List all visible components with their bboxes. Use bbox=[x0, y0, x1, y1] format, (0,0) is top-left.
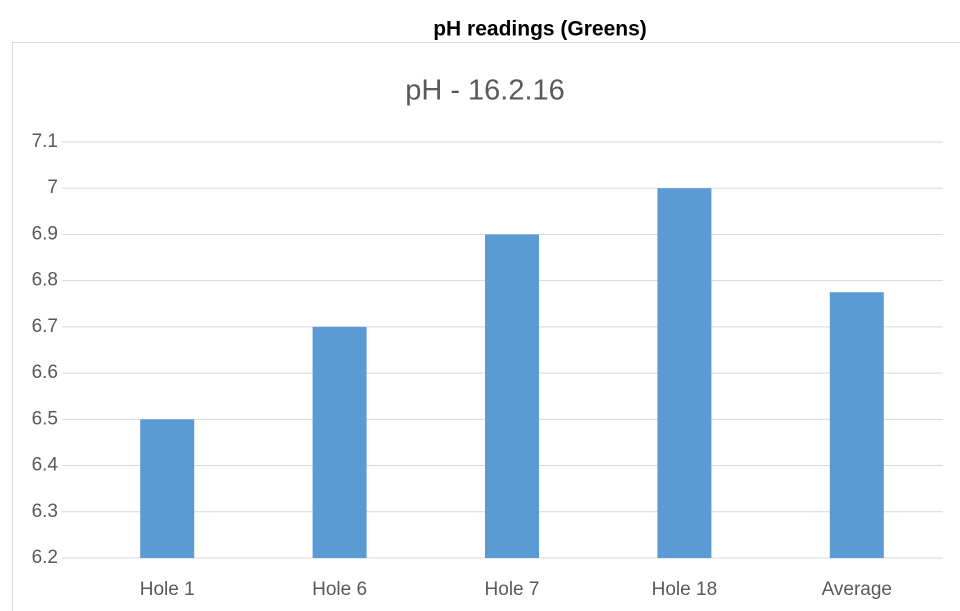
page-heading: pH readings (Greens) bbox=[433, 18, 647, 41]
bar bbox=[140, 419, 195, 558]
chart-title: pH - 16.2.16 bbox=[405, 75, 565, 107]
y-tick-label: 6.5 bbox=[32, 408, 58, 429]
bar bbox=[657, 188, 712, 558]
y-tick-label: 6.7 bbox=[32, 316, 58, 337]
x-tick-label: Hole 1 bbox=[140, 579, 195, 600]
x-tick-label: Hole 7 bbox=[485, 579, 540, 600]
y-tick-label: 6.8 bbox=[32, 270, 58, 291]
bar bbox=[829, 292, 884, 558]
y-tick-label: 6.2 bbox=[32, 547, 58, 568]
y-tick-label: 7 bbox=[47, 177, 58, 198]
y-tick-label: 6.3 bbox=[32, 501, 58, 522]
y-tick-label: 6.9 bbox=[32, 223, 58, 244]
x-tick-label: Average bbox=[822, 579, 892, 600]
bar bbox=[485, 234, 539, 558]
bar bbox=[312, 326, 367, 558]
x-tick-label: Hole 6 bbox=[312, 579, 367, 600]
y-tick-label: 6.4 bbox=[32, 455, 59, 476]
y-tick-label: 7.1 bbox=[32, 131, 58, 152]
x-tick-label: Hole 18 bbox=[652, 579, 718, 600]
y-tick-label: 6.6 bbox=[32, 362, 58, 383]
